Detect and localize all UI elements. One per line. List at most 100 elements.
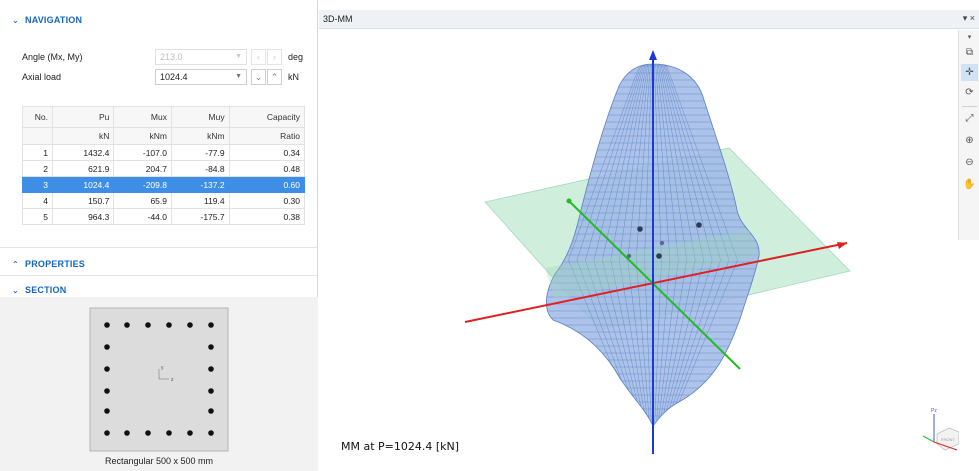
table-cell: No. [22, 106, 53, 128]
table-cell: kN [51, 127, 115, 145]
load-point-1[interactable] [637, 226, 643, 232]
dropdown-arrow-icon: ▼ [235, 73, 242, 80]
rebar-dot [166, 430, 172, 436]
axial-load-value: 1024.4 [160, 72, 188, 82]
viewport-window-controls[interactable]: ▾ × [962, 13, 975, 23]
zoom-in-icon: ⊕ [965, 135, 974, 146]
load-point-3[interactable] [656, 253, 662, 259]
table-row[interactable]: 3 1024.4 -209.8 -137.2 0.60 [22, 176, 306, 193]
section-header[interactable]: ⌄ SECTION [0, 280, 318, 300]
table-cell: -107.0 [113, 144, 172, 161]
zoom-extents-button[interactable]: ⤢ [961, 110, 978, 127]
table-cell: kNm [113, 127, 172, 145]
properties-title: PROPERTIES [25, 259, 86, 269]
zoom-extents-icon: ⤢ [965, 113, 974, 124]
chevron-down-icon: ▾ [967, 34, 972, 41]
chevron-down-icon: ⌄ [254, 72, 263, 82]
rebar-dot [208, 430, 214, 436]
table-cell: 621.9 [51, 160, 115, 177]
table-cell: 4 [22, 192, 53, 209]
axis-y-line [568, 200, 741, 370]
navigation-title: NAVIGATION [25, 15, 83, 25]
angle-next-button[interactable]: › [267, 49, 282, 65]
load-point-4[interactable] [626, 253, 632, 259]
table-cell: -137.2 [170, 176, 230, 193]
section-caption: Rectangular 500 x 500 mm [104, 456, 214, 466]
rebar-dot [104, 366, 110, 372]
navigation-header[interactable]: ⌄ NAVIGATION [0, 10, 318, 30]
view-toolbar: ▾ ⧉ ✛ ⟳ ⤢ ⊕ ⊖ ✋ [958, 30, 979, 240]
viewport-tab[interactable]: 3D-MM ▾ × [319, 10, 979, 29]
load-point-5[interactable] [659, 240, 665, 246]
table-cell: 204.7 [113, 160, 172, 177]
table-cell: 2 [22, 160, 53, 177]
axis-view-button[interactable]: ✛ [961, 64, 978, 81]
table-cell: -77.9 [170, 144, 230, 161]
chevron-up-icon: ⌃ [270, 72, 279, 82]
table-cell: 5 [22, 208, 53, 225]
hand-icon: ✋ [963, 179, 976, 190]
angle-combo[interactable]: 213.0 ▼ [155, 49, 247, 65]
table-row[interactable]: 2 621.9 204.7 -84.8 0.48 [22, 160, 306, 177]
table-cell: 0.38 [228, 208, 306, 225]
table-cell: 150.7 [51, 192, 115, 209]
table-cell: 3 [22, 176, 53, 193]
properties-header[interactable]: ⌃ PROPERTIES [0, 254, 318, 274]
cube-icon: ⧉ [965, 47, 974, 58]
angle-prev-button[interactable]: ‹ [251, 49, 266, 65]
table-cell: Pu [51, 106, 115, 128]
load-point-2[interactable] [696, 222, 702, 228]
view-cube[interactable]: Pz FRONT [922, 408, 959, 451]
rebar-dot [124, 430, 130, 436]
rebar-dot [145, 430, 151, 436]
angle-label: Angle (Mx, My) [22, 52, 83, 62]
rebar-dot [208, 388, 214, 394]
table-cell: 0.30 [228, 192, 306, 209]
dropdown-arrow-icon: ▼ [235, 53, 242, 60]
chevron-down-icon: ⌄ [12, 285, 19, 295]
section-outline [89, 307, 229, 452]
axial-load-unit: kN [288, 72, 299, 82]
table-row[interactable]: 1 1432.4 -107.0 -77.9 0.34 [22, 144, 306, 161]
table-cell: Muy [170, 106, 230, 128]
axial-load-combo[interactable]: 1024.4 ▼ [155, 69, 247, 85]
viewport-title: 3D-MM [323, 14, 353, 24]
table-row[interactable]: 4 150.7 65.9 119.4 0.30 [22, 192, 306, 209]
zoom-out-button[interactable]: ⊖ [961, 154, 978, 171]
zoom-in-button[interactable]: ⊕ [961, 132, 978, 149]
table-cell: 1432.4 [51, 144, 115, 161]
pan-button[interactable]: ✋ [961, 176, 978, 193]
cube-view-button[interactable]: ⧉ [961, 44, 978, 61]
axial-up-button[interactable]: ⌃ [267, 69, 282, 85]
table-units-row: kN kNm kNm Ratio [22, 127, 306, 145]
axes-icon: ✛ [965, 67, 974, 78]
axial-down-button[interactable]: ⌄ [251, 69, 266, 85]
table-cell: kNm [170, 127, 230, 145]
rebar-dot [187, 430, 193, 436]
table-row[interactable]: 5 964.3 -44.0 -175.7 0.38 [22, 208, 306, 225]
axis-y-end [566, 198, 572, 204]
rotate-icon: ⟳ [965, 87, 974, 98]
axis-x-line [464, 242, 848, 323]
table-cell: 0.60 [228, 176, 306, 193]
table-cell: 65.9 [113, 192, 172, 209]
table-cell: Ratio [228, 127, 306, 145]
axis-z-arrow [649, 50, 657, 60]
mm-surface-scene[interactable]: Pz FRONT [319, 30, 959, 471]
rebar-dot [104, 344, 110, 350]
chevron-up-icon: ⌃ [12, 259, 19, 269]
table-cell: 119.4 [170, 192, 230, 209]
rotate-button[interactable]: ⟳ [961, 84, 978, 101]
rebar-dot [166, 322, 172, 328]
rebar-dot [208, 344, 214, 350]
table-cell: -44.0 [113, 208, 172, 225]
section-axis-z-label: z [171, 377, 174, 383]
table-cell: Capacity [228, 106, 306, 128]
results-table: No. Pu Mux Muy Capacity kN kNm kNm Ratio 1 1432.4-… [22, 106, 306, 225]
section-axis-y-label: y [161, 365, 164, 371]
table-cell [22, 127, 53, 145]
angle-unit: deg [288, 52, 304, 62]
rebar-dot [187, 322, 193, 328]
toolbar-menu-button[interactable]: ▾ [961, 32, 978, 42]
